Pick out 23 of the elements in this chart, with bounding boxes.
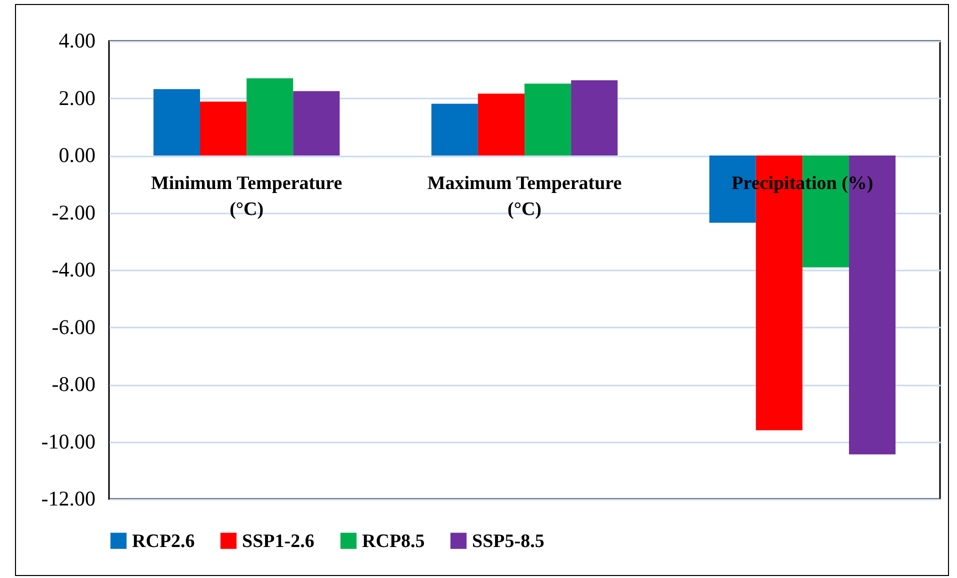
bar: [153, 89, 200, 156]
y-tick-label: -12.00: [41, 486, 96, 510]
legend-label: SSP1-2.6: [242, 530, 314, 552]
legend-label: SSP5-8.5: [472, 530, 544, 552]
bar: [524, 84, 572, 156]
x-tick-label: Minimum Temperature (°C): [150, 173, 342, 220]
bar: [478, 94, 524, 156]
y-tick-label: -4.00: [52, 258, 96, 282]
y-tick-label: 2.00: [58, 86, 96, 110]
legend-label: RCP2.6: [132, 530, 195, 552]
y-tick-label: -10.00: [41, 429, 96, 454]
y-tick-label: 0.00: [58, 143, 96, 167]
y-tick-label: -6.00: [52, 314, 96, 339]
bar: [246, 78, 294, 156]
bar: [200, 102, 247, 156]
y-tick-label: -2.00: [52, 200, 96, 224]
legend-label: RCP8.5: [362, 530, 425, 552]
y-tick-label: -8.00: [52, 372, 96, 396]
x-tick-label: Maximum Temperature (°C): [427, 173, 622, 220]
bar: [293, 91, 340, 156]
bar: [431, 104, 478, 156]
bar: [571, 80, 618, 156]
y-tick-label: 4.00: [58, 28, 96, 52]
